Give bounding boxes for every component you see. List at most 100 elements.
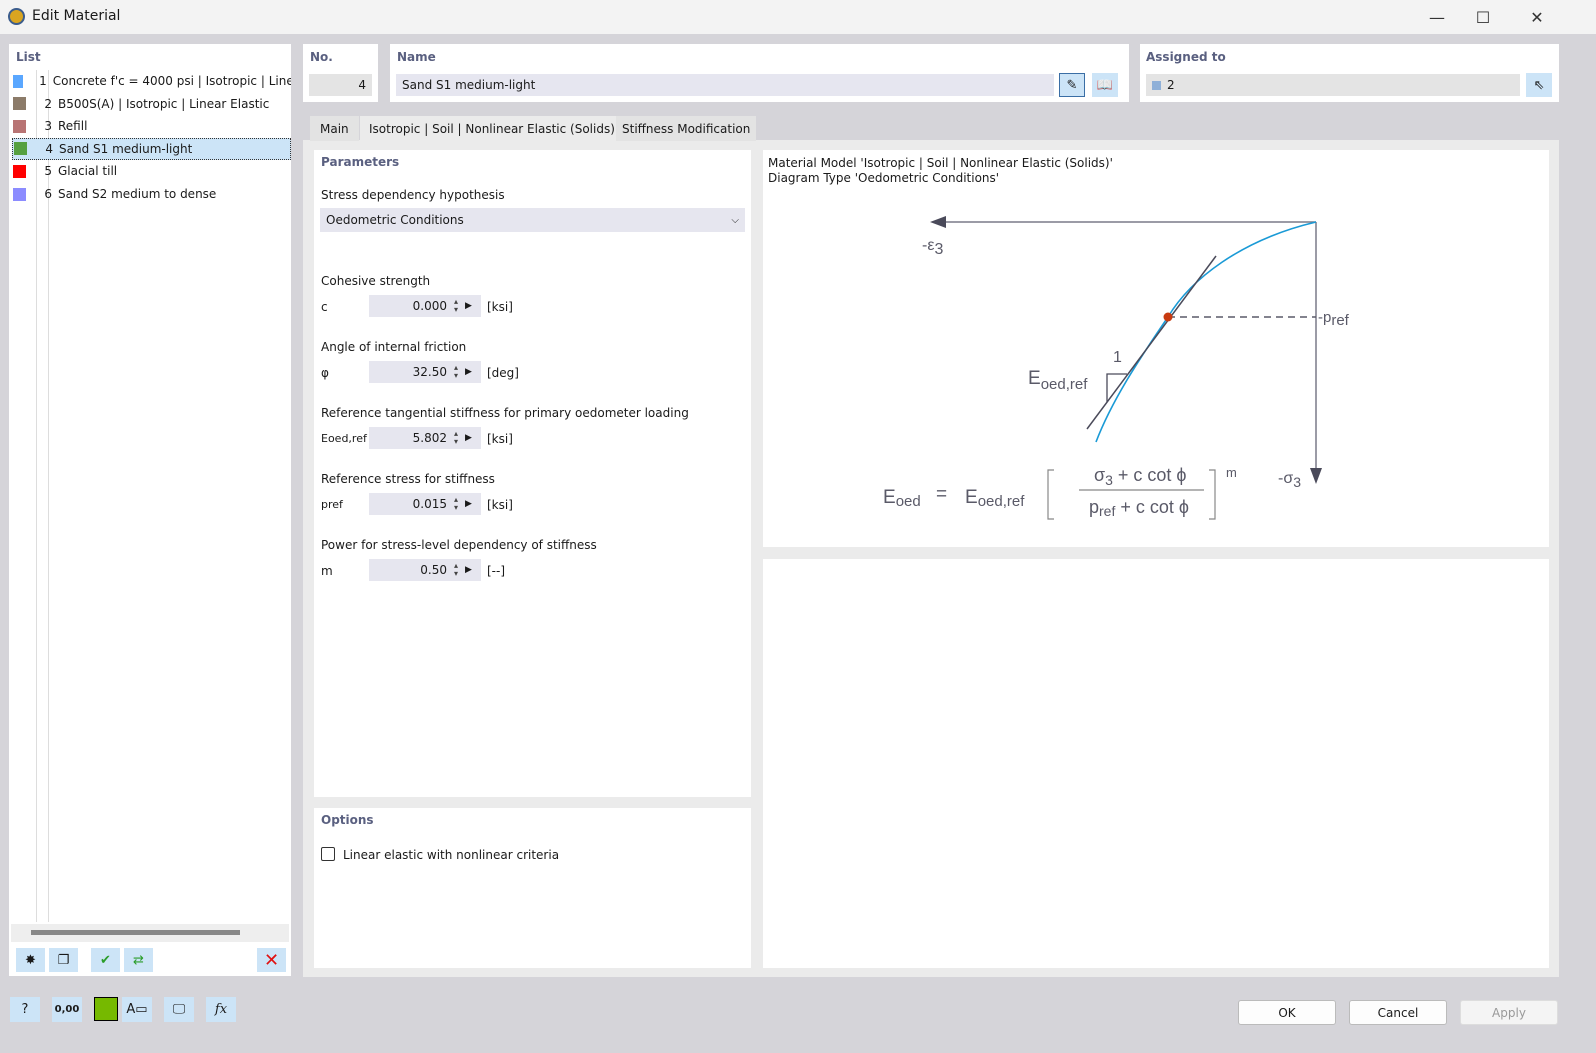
param-unit: [--] [487,564,506,578]
param-value[interactable]: 0.50 [420,563,447,577]
tab-stiffness-modification[interactable]: Stiffness Modification [616,116,757,141]
list-panel: List 1 Concrete f'c = 4000 psi | Isotropi… [9,44,291,976]
tab-isotropic-soil[interactable]: Isotropic | Soil | Nonlinear Elastic (So… [360,116,624,141]
secondary-diagram-panel [763,559,1549,968]
list-item[interactable]: 5 Glacial till [12,160,291,182]
param-spinner[interactable]: 32.50 ▴ ▾ ▶ [369,361,481,383]
param-spinner[interactable]: 0.000 ▴ ▾ ▶ [369,295,481,317]
close-button[interactable]: ✕ [1530,7,1544,27]
spin-up-down-icon[interactable]: ▴ ▾ [453,297,458,314]
list-item[interactable]: 3 Refill [12,115,291,137]
param-value[interactable]: 0.000 [412,299,447,313]
slope-triangle [1106,373,1127,402]
list-item-label: Sand S1 medium-light [59,141,193,156]
arrow-right-icon[interactable]: ▶ [465,367,472,377]
toggle-check-button[interactable]: ⇄ [124,948,153,972]
pref-label: -pref [1318,309,1350,329]
book-icon: 📖 [1096,77,1114,93]
oedometer-diagram: -ε3 -σ3 -pref 1 Eoed,ref Eoed = Eoed,ref… [883,216,1350,520]
list-item-number: 6 [44,187,52,201]
stress-axis-label: -σ3 [1278,470,1301,490]
new-material-button[interactable]: ✸ [16,948,45,972]
param-value[interactable]: 5.802 [412,431,447,445]
help-icon: ? [21,1002,29,1017]
solid-icon [1152,80,1161,90]
new-window-icon: ✸ [25,952,36,968]
apply-button[interactable]: Apply [1460,1000,1558,1025]
spin-up-down-icon[interactable]: ▴ ▾ [453,363,458,380]
spin-up-down-icon[interactable]: ▴ ▾ [453,561,458,578]
maximize-button[interactable]: ☐ [1475,7,1491,27]
param-title: Cohesive strength [321,274,431,288]
assigned-field[interactable]: 2 [1146,74,1520,96]
list-header: List [16,50,41,64]
stress-axis-arrow [1310,468,1322,484]
material-color-swatch [13,74,24,88]
linear-elastic-checkbox[interactable] [321,847,335,861]
diagram-type-caption: Diagram Type 'Oedometric Conditions' [768,171,1000,185]
chevron-down-icon: ⌵ [731,214,739,226]
svg-text:pref+ c cot ϕ: pref + c cot ϕ [1089,497,1189,519]
arrow-right-icon[interactable]: ▶ [465,301,472,311]
param-value[interactable]: 32.50 [412,365,447,379]
delete-button[interactable]: ✕ [257,948,286,972]
list-item-label: Concrete f'c = 4000 psi | Isotropic | Li… [52,74,291,88]
display-properties-button[interactable]: A▭ [122,997,152,1022]
scrollbar-thumb[interactable] [31,930,240,935]
svg-text:m: m [1226,465,1237,480]
list-item-number: 1 [39,74,47,88]
minimize-button[interactable]: — [1429,7,1445,27]
slope-one-label: 1 [1113,349,1122,366]
param-spinner[interactable]: 5.802 ▴ ▾ ▶ [369,427,481,449]
spin-up-down-icon[interactable]: ▴ ▾ [453,495,458,512]
param-unit: [deg] [487,366,519,380]
delete-x-icon: ✕ [263,949,280,971]
divider [48,70,49,922]
ok-button[interactable]: OK [1238,1000,1336,1025]
spin-up-down-icon[interactable]: ▴ ▾ [453,429,458,446]
param-value[interactable]: 0.015 [412,497,447,511]
fx-eye-icon: fx [214,1002,228,1017]
param-spinner[interactable]: 0.50 ▴ ▾ ▶ [369,559,481,581]
number-panel: No. 4 [303,44,378,102]
list-item[interactable]: 1 Concrete f'c = 4000 psi | Isotropic | L… [12,70,291,92]
options-header: Options [321,813,374,827]
cancel-button[interactable]: Cancel [1349,1000,1447,1025]
list-item-number: 5 [44,164,52,179]
number-label: No. [310,50,333,64]
number-field[interactable]: 4 [309,74,372,96]
param-symbol: φ [321,366,329,380]
name-label: Name [397,50,436,64]
units-button[interactable]: 0,00 [52,997,82,1022]
reference-point [1163,312,1173,322]
param-unit: [ksi] [487,300,513,314]
edit-name-button[interactable]: ✎ [1059,73,1085,97]
list-item-number: 4 [45,141,53,156]
formula-button[interactable]: fx [206,997,236,1022]
edit-pencil-icon: ✎ [1066,77,1078,93]
param-unit: [ksi] [487,432,513,446]
tab-main[interactable]: Main [310,116,359,141]
arrow-right-icon[interactable]: ▶ [465,499,472,509]
assigned-value: 2 [1167,78,1175,92]
list-item[interactable]: 6 Sand S2 medium to dense [12,183,291,205]
horizontal-scrollbar[interactable] [11,924,289,942]
param-spinner[interactable]: 0.015 ▴ ▾ ▶ [369,493,481,515]
list-item[interactable]: 2 B500S(A) | Isotropic | Linear Elastic [12,93,291,115]
library-button[interactable]: 📖 [1092,73,1118,97]
arrow-right-icon[interactable]: ▶ [465,433,472,443]
name-input[interactable]: Sand S1 medium-light [396,74,1054,96]
assigned-panel: Assigned to 2 ⇖ [1140,44,1559,102]
list-item[interactable]: 4 Sand S1 medium-light [12,137,291,160]
copy-material-button[interactable]: ❐ [49,948,78,972]
cursor-select-icon: ⇖ [1533,77,1545,93]
render-view-button[interactable]: 🖵 [164,997,194,1022]
pick-assignment-button[interactable]: ⇖ [1526,73,1552,97]
help-button[interactable]: ? [10,997,40,1022]
arrow-right-icon[interactable]: ▶ [465,565,472,575]
material-color-button[interactable] [94,997,118,1021]
check-all-button[interactable]: ✔ [91,948,120,972]
hypothesis-dropdown[interactable]: Oedometric Conditions ⌵ [320,208,745,232]
svg-text:Eoed,ref: Eoed,ref [965,487,1025,510]
list-item-label: Refill [58,119,88,134]
